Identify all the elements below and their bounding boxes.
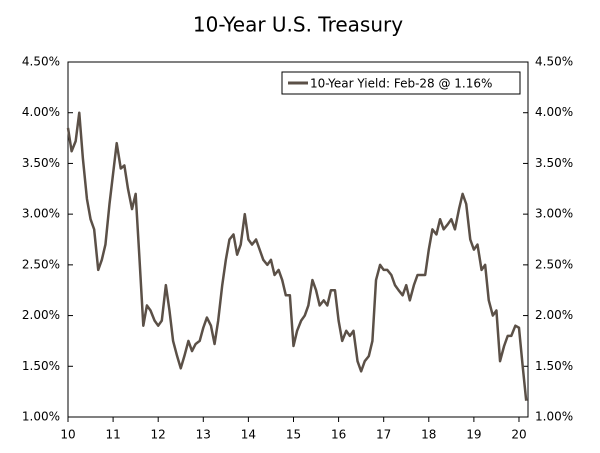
x-tick-label: 19 xyxy=(466,428,481,442)
chart-title: 10-Year U.S. Treasury xyxy=(193,13,403,37)
x-tick-label: 14 xyxy=(241,428,256,442)
y-tick-label: 4.00% xyxy=(22,105,60,119)
y2-tick-label: 1.00% xyxy=(535,410,573,424)
plot-frame xyxy=(67,61,529,418)
y2-tick-label: 3.50% xyxy=(535,156,573,170)
y-tick-label: 3.50% xyxy=(22,156,60,170)
y2-tick-label: 3.00% xyxy=(535,207,573,221)
x-tick-label: 13 xyxy=(196,428,211,442)
x-tick-label: 11 xyxy=(105,428,120,442)
y2-tick-label: 1.50% xyxy=(535,359,573,373)
x-tick-label: 15 xyxy=(286,428,301,442)
x-tick-label: 20 xyxy=(511,428,526,442)
y2-tick-label: 4.50% xyxy=(535,55,573,69)
y-tick-label: 1.50% xyxy=(22,359,60,373)
y-tick-label: 2.50% xyxy=(22,257,60,271)
legend-label: 10-Year Yield: Feb-28 @ 1.16% xyxy=(310,77,492,91)
x-tick-label: 18 xyxy=(421,428,436,442)
y-tick-label: 4.50% xyxy=(22,55,60,69)
y-tick-label: 3.00% xyxy=(22,207,60,221)
x-tick-label: 10 xyxy=(60,428,75,442)
y2-tick-label: 2.00% xyxy=(535,308,573,322)
y2-tick-label: 4.00% xyxy=(535,105,573,119)
y-tick-label: 2.00% xyxy=(22,308,60,322)
y2-tick-label: 2.50% xyxy=(535,257,573,271)
y-tick-label: 1.00% xyxy=(22,410,60,424)
x-tick-label: 17 xyxy=(376,428,391,442)
x-tick-label: 16 xyxy=(331,428,346,442)
line-series xyxy=(66,111,528,401)
x-tick-label: 12 xyxy=(151,428,166,442)
legend-box xyxy=(281,71,521,95)
